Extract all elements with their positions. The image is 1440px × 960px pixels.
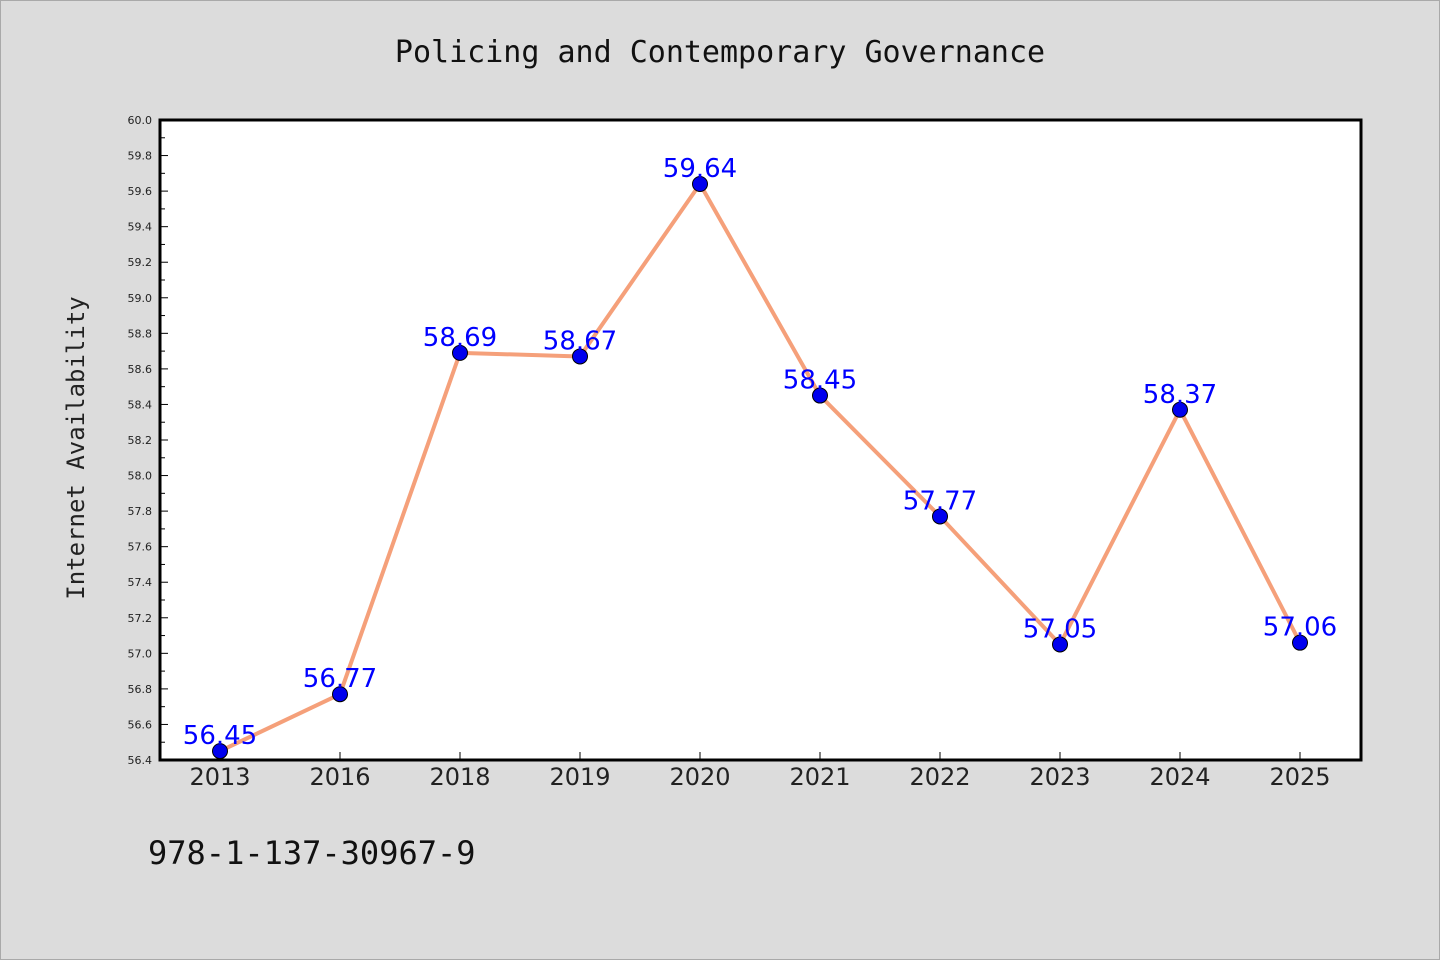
data-point [932,508,948,525]
data-label: 58.45 [783,366,857,396]
y-tick-label: 59.0 [128,292,153,305]
data-label: 57.77 [903,486,977,516]
y-tick-label: 56.8 [128,683,153,696]
y-axis-label: Internet Availability [62,296,90,599]
x-tick-label: 2013 [189,763,250,791]
data-point [812,387,828,404]
y-tick-label: 56.6 [128,718,153,731]
data-label: 58.67 [543,326,617,356]
y-tick-label: 58.2 [128,434,153,447]
plot-area [160,120,1361,760]
x-tick-label: 2024 [1149,763,1210,791]
x-tick-label: 2016 [309,763,370,791]
y-tick-label: 59.8 [128,150,153,163]
x-axis-ticks: 2013 2016 2018 2019 2020 2021 2022 2023 2024 2025 [189,752,1331,791]
y-tick-label: 57.4 [128,576,153,589]
y-tick-label: 57.2 [128,612,153,625]
plot-border [158,118,1363,762]
y-tick-label: 59.2 [128,256,153,269]
y-tick-label: 57.6 [128,541,153,554]
series-line [219,182,1302,753]
y-tick-label: 56.4 [128,754,153,767]
data-label: 58.37 [1143,380,1217,410]
x-tick-label: 2019 [549,763,610,791]
y-tick-label: 60.0 [128,114,153,127]
y-tick-label: 57.8 [128,505,153,518]
y-tick-label: 58.0 [128,470,153,483]
y-tick-label: 58.6 [128,363,153,376]
data-label: 59.64 [663,154,737,184]
x-tick-label: 2025 [1269,763,1330,791]
data-label: 57.06 [1263,613,1337,643]
series-group: 56.45 56.77 58.69 58.67 59.64 58.45 57.77 57.05… [183,154,1337,760]
data-point [1292,634,1308,651]
y-tick-label: 58.8 [128,327,153,340]
y-tick-label: 59.4 [128,221,153,234]
data-point [1052,636,1068,653]
data-label: 58.69 [423,323,497,353]
isbn-footer: 978-1-137-30967-9 [148,834,476,872]
data-point [572,348,588,365]
y-tick-label: 57.0 [128,647,153,660]
data-point [1172,401,1188,418]
x-tick-label: 2020 [669,763,730,791]
data-label: 56.77 [303,664,377,694]
x-tick-label: 2021 [789,763,850,791]
x-tick-label: 2023 [1029,763,1090,791]
x-tick-label: 2022 [909,763,970,791]
data-point [692,176,708,192]
y-axis-ticks: 56.4 56.6 56.8 57.0 57.2 57.4 57.6 57.8 58.0 58.2… [128,114,168,767]
data-point [332,686,348,703]
data-label: 56.45 [183,721,257,751]
y-tick-label: 59.6 [128,185,153,198]
y-tick-label: 58.4 [128,398,153,411]
data-label: 57.05 [1023,614,1097,644]
data-point [452,344,468,361]
chart-title: Policing and Contemporary Governance [395,35,1045,70]
x-tick-label: 2018 [429,763,490,791]
